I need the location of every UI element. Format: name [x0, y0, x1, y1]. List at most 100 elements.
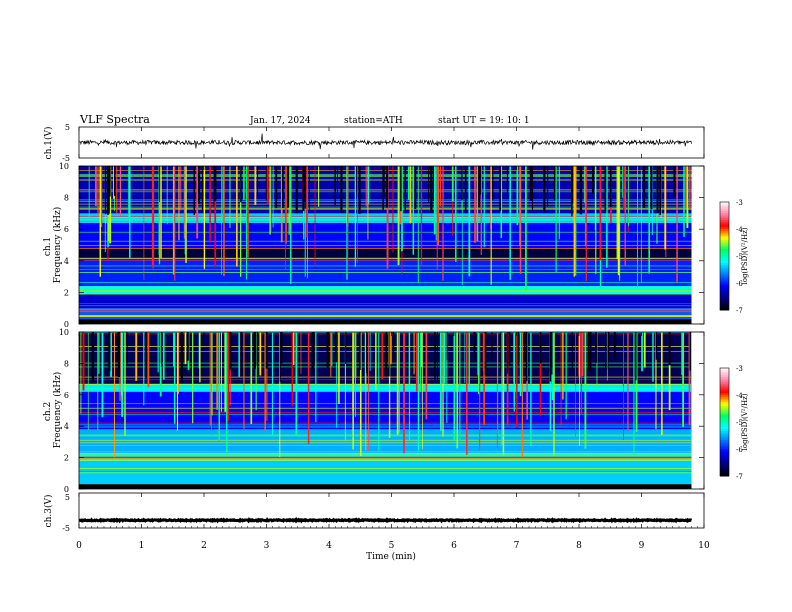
ch2-colorbar-cell	[720, 409, 729, 412]
ch1-colorbar-label: log(PSD)(V²/Hz)	[741, 227, 749, 284]
ch1-colorbar-cell	[720, 238, 729, 241]
ch2-colorbar-cell	[720, 402, 729, 405]
ch2-colorbar-cell	[720, 472, 729, 475]
ch2-colorbar-cell	[720, 368, 729, 371]
ch2-colorbar-cell	[720, 470, 729, 473]
ch1-colorbar-cell	[720, 239, 729, 243]
ch1-colorbar-cell	[720, 254, 729, 257]
ch2-colorbar-cell	[720, 463, 729, 466]
ch2-colorbar-cell	[720, 436, 729, 439]
ch1-spec-ytick-label: 4	[64, 257, 69, 266]
time-tick-label: 6	[451, 541, 457, 551]
ch2-colorbar-tick: -4	[736, 392, 743, 400]
ch2-colorbar-cell	[720, 371, 729, 374]
time-axis: 0 1 2 3 4 5 6 7 8 9 10	[76, 127, 710, 551]
ch1-colorbar-cell	[720, 245, 729, 248]
ch2-colorbar-cell	[720, 414, 729, 418]
ch1-colorbar-cell	[720, 252, 729, 255]
ch1-colorbar-tick: -4	[736, 226, 743, 234]
ch2-spec-band-3	[79, 429, 692, 453]
ch1-colorbar-cell	[720, 229, 729, 232]
ch1-colorbar-cell	[720, 248, 729, 252]
ch2-spec-ytick-label: 8	[64, 359, 69, 368]
ch3-ytick-bottom: -5	[62, 524, 70, 533]
ch2-colorbar-cell	[720, 431, 729, 434]
ch1-spec-band-5	[79, 248, 692, 258]
ch2-spectrogram-freq-label: Frequency (kHz)	[52, 372, 63, 449]
ch1-colorbar-cell	[720, 302, 729, 306]
ch1-colorbar-cell	[720, 227, 729, 230]
ch2-colorbar-cell	[720, 382, 729, 385]
ch1-colorbar-cell	[720, 266, 729, 270]
ch2-colorbar-cell	[720, 441, 729, 445]
ch1-spectrogram-freq-label: Frequency (kHz)	[52, 207, 63, 284]
time-axis-label: Time (min)	[366, 551, 416, 562]
ch2-colorbar-cell	[720, 443, 729, 446]
ch2-colorbar-cell	[720, 420, 729, 423]
ch2-colorbar-cell	[720, 391, 729, 394]
ch2-colorbar-cell	[720, 395, 729, 398]
ch1-waveform-frame	[78, 126, 705, 159]
ch1-ytick-top: 5	[65, 123, 70, 132]
ch2-spec-dc-strip	[79, 484, 692, 489]
ch1-colorbar-cell	[720, 261, 729, 264]
ch2-colorbar-cell	[720, 413, 729, 416]
ch1-colorbar-cell	[720, 299, 729, 302]
ch1-colorbar-cell	[720, 297, 729, 300]
ch1-colorbar-tick: -7	[736, 307, 743, 315]
ch1-colorbar-cell	[720, 211, 729, 214]
time-tick-label: 10	[698, 541, 710, 551]
ch1-colorbar-cell	[720, 216, 729, 219]
ch2-colorbar-cell	[720, 425, 729, 428]
ch2-colorbar-cell	[720, 465, 729, 468]
ch1-colorbar-cell	[720, 225, 729, 228]
ch2-spec-band-6	[79, 332, 692, 384]
ch1-colorbar-cell	[720, 214, 729, 217]
time-tick-label: 5	[389, 541, 395, 551]
ch2-colorbar-cell	[720, 423, 729, 427]
ch2-colorbar-cell	[720, 468, 729, 472]
ch2-frequency-ticks: 0 2 4 6 8 10	[59, 328, 704, 494]
ch1-colorbar-cell	[720, 263, 729, 266]
ch1-colorbar-tick: -3	[736, 199, 743, 207]
ch2-colorbar-cell	[720, 459, 729, 463]
ch1-spec-ytick-label: 0	[64, 320, 69, 329]
ch2-colorbar-cell	[720, 452, 729, 455]
ch1-colorbar-cell	[720, 270, 729, 273]
ch1-colorbar-cell	[720, 274, 729, 277]
ch1-colorbar-cell	[720, 234, 729, 237]
ch2-colorbar-cell	[720, 429, 729, 432]
ch2-colorbar-cell	[720, 384, 729, 387]
ch3-waveform-ylabel: ch.3(V)	[43, 495, 54, 528]
ch1-colorbar-cell	[720, 283, 729, 286]
ch1-spectrogram-panel: 0 2 4 6 8 10 ch.1 Frequency (kHz)	[43, 162, 705, 329]
ch2-colorbar-cell	[720, 396, 729, 400]
ch1-colorbar-cell	[720, 268, 729, 271]
ch1-spectrogram-channel-label: ch.1	[43, 237, 53, 256]
ch1-colorbar-cell	[720, 218, 729, 221]
ch2-colorbar-tick: -3	[736, 365, 743, 373]
ch1-colorbar-cell	[720, 301, 729, 304]
ch1-colorbar: log(PSD)(V²/Hz) -3 -4 -5 -6 -7	[719, 199, 749, 315]
ch1-colorbar-cell	[720, 202, 729, 205]
ch1-colorbar-cell	[720, 265, 729, 268]
ch2-colorbar: log(PSD)(V²/Hz) -3 -4 -5 -6 -7	[719, 365, 749, 481]
ch1-colorbar-cell	[720, 277, 729, 280]
ch1-colorbar-tick: -6	[736, 280, 743, 288]
ch1-colorbar-cell	[720, 295, 729, 298]
ch1-colorbar-cell	[720, 292, 729, 295]
ch2-colorbar-cell	[720, 454, 729, 457]
ch1-spec-band-4	[79, 257, 692, 287]
ch2-colorbar-cell	[720, 375, 729, 378]
ch1-spec-ytick-label: 8	[64, 194, 69, 203]
ch2-colorbar-cell	[720, 456, 729, 459]
ch2-colorbar-cell	[720, 438, 729, 441]
ch2-colorbar-cell	[720, 467, 729, 470]
ch1-frequency-ticks: 0 2 4 6 8 10	[59, 162, 704, 329]
ch1-colorbar-cell	[720, 293, 729, 297]
ch2-colorbar-frame	[719, 367, 730, 477]
ch2-colorbar-cell	[720, 400, 729, 403]
time-tick-label: 8	[576, 541, 582, 551]
ch2-colorbar-tick: -7	[736, 473, 743, 481]
ch2-colorbar-cell	[720, 432, 729, 436]
